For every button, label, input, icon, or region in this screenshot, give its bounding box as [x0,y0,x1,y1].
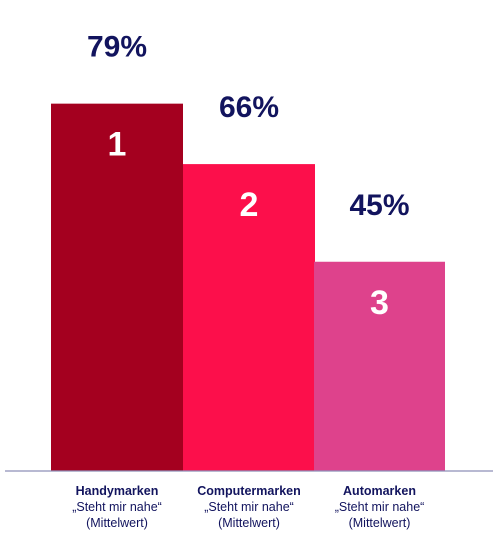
value-label: 79% [87,31,147,64]
bar-computermarken [183,164,315,471]
category-sublabel: „Steht mir nahe“ [335,500,425,514]
category-label: Automarken [343,484,416,498]
category-sublabel: (Mittelwert) [349,516,411,530]
value-label: 45% [349,189,409,222]
rank-label: 2 [240,186,259,224]
rank-label: 1 [108,126,127,164]
bar-handymarken [51,103,183,472]
value-label: 66% [219,91,279,124]
category-label: Computermarken [197,484,301,498]
category-sublabel: „Steht mir nahe“ [72,500,162,514]
category-sublabel: (Mittelwert) [86,516,148,530]
rank-label: 3 [370,284,389,322]
bar-automarken [314,261,445,471]
category-label: Handymarken [76,484,159,498]
category-sublabel: (Mittelwert) [218,516,280,530]
category-sublabel: „Steht mir nahe“ [204,500,294,514]
